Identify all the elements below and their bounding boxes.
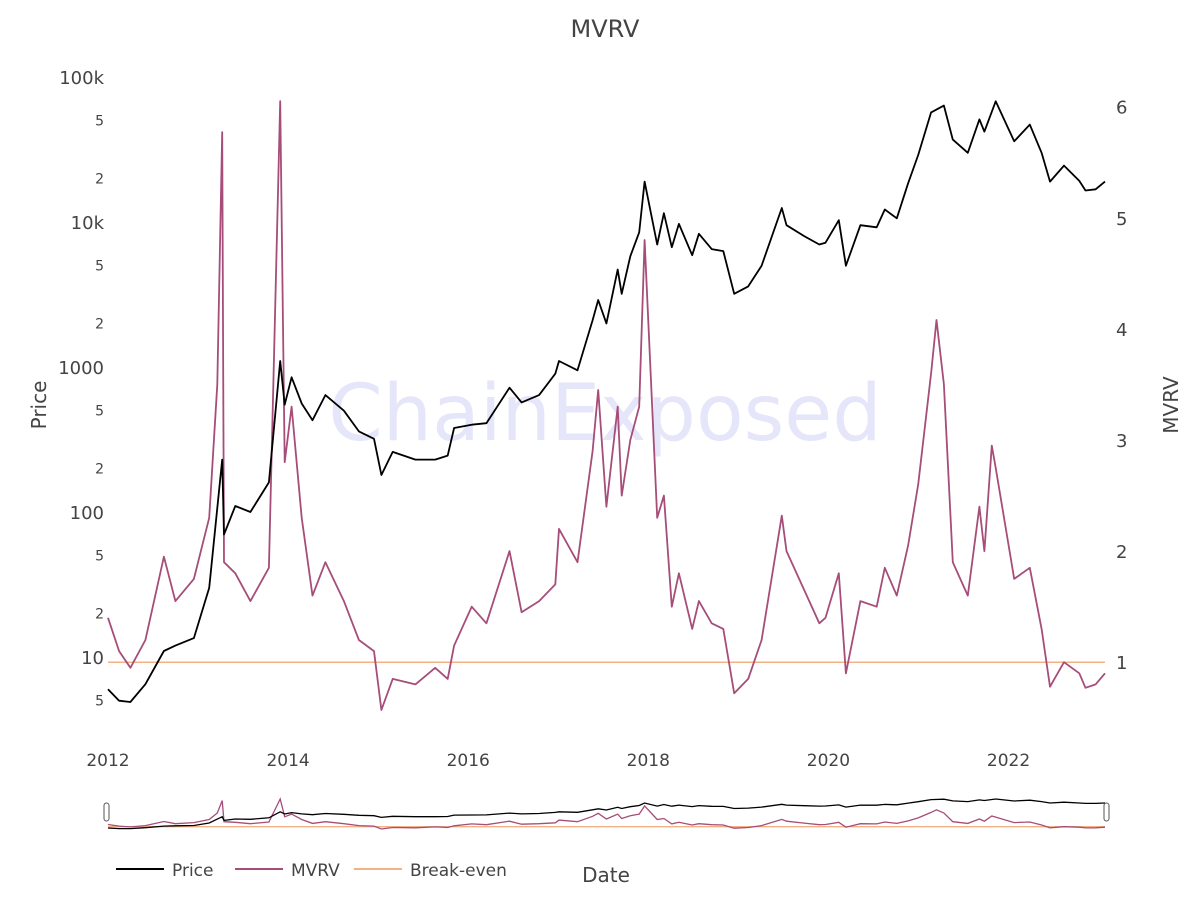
y-left-label: Price: [27, 381, 51, 430]
range-slider-track[interactable]: [108, 795, 1105, 832]
y-left-tick-label: 5: [95, 259, 104, 275]
range-slider[interactable]: [103, 795, 1110, 832]
legend-item-price[interactable]: Price: [116, 861, 213, 881]
range-slider-handle-right[interactable]: [1103, 802, 1110, 822]
series-line-mvrv: [107, 100, 1106, 711]
y-left-tick-label: 5: [95, 694, 104, 710]
legend-label: Break-even: [410, 861, 507, 881]
legend-label: Price: [172, 861, 213, 881]
y-right-tick-label: 3: [1116, 431, 1127, 452]
x-tick-label: 2014: [266, 751, 309, 771]
y-right-label: MVRV: [1159, 376, 1183, 434]
range-slider-line-mvrv: [107, 797, 1106, 830]
y-right-tick-label: 2: [1116, 542, 1127, 563]
y-left-tick-label: 10k: [71, 213, 105, 234]
x-tick-label: 2022: [987, 751, 1030, 771]
y-left-tick-label: 10: [81, 648, 104, 669]
y-left-tick-label: 2: [95, 606, 104, 622]
x-axis-label: Date: [582, 863, 630, 887]
y-left-tick-label: 2: [95, 316, 104, 332]
y-left-tick-label: 100k: [59, 68, 104, 89]
y-left-tick-label: 5: [95, 404, 104, 420]
y-right-tick-label: 6: [1116, 98, 1127, 119]
range-slider-handle-left[interactable]: [103, 802, 110, 822]
y-left-tick-label: 1000: [58, 358, 104, 379]
y-right-tick-label: 4: [1116, 320, 1127, 341]
range-slider-line-price: [107, 798, 1106, 830]
x-tick-label: 2018: [627, 751, 670, 771]
y-left-tick-label: 2: [95, 461, 104, 477]
y-right-tick-label: 5: [1116, 209, 1127, 230]
y-left-tick-label: 2: [95, 171, 104, 187]
legend-item-mvrv[interactable]: MVRV: [235, 861, 340, 881]
chart-title: MVRV: [571, 15, 640, 43]
legend-item-break-even[interactable]: Break-even: [354, 861, 507, 881]
legend: Price MVRV Break-even: [116, 861, 507, 881]
series-line-price: [107, 100, 1106, 703]
plot-area[interactable]: [107, 100, 1106, 711]
x-tick-label: 2020: [807, 751, 850, 771]
y-left-tick-label: 5: [95, 549, 104, 565]
legend-label: MVRV: [291, 861, 340, 881]
y-left-tick-label: 100: [70, 503, 104, 524]
x-tick-label: 2012: [86, 751, 129, 771]
watermark: ChainExposed: [328, 369, 882, 459]
y-right-tick-label: 1: [1116, 653, 1127, 674]
y-left-tick-label: 5: [95, 114, 104, 130]
x-tick-label: 2016: [447, 751, 490, 771]
